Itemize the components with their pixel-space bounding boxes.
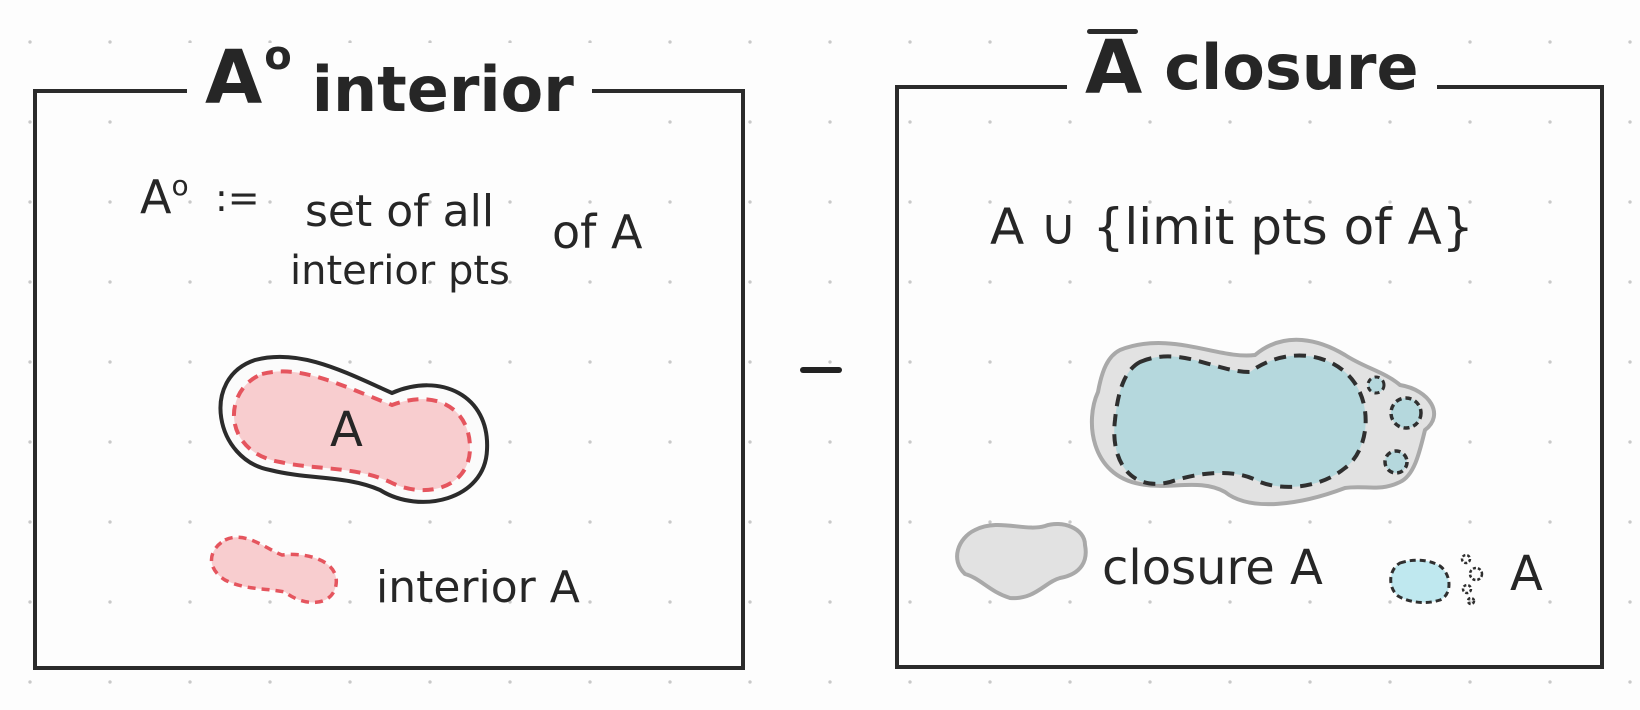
closure-panel: A closure [895,29,1604,669]
set-a-legend-swatch [1389,558,1451,605]
legend-limit-dot-3 [1461,583,1473,595]
closure-set-a [1112,353,1368,489]
closure-symbol: A [1085,25,1143,111]
legend-limit-dot-2 [1468,566,1484,582]
definition-suffix: of A [552,205,643,259]
closure-definition: A ∪ {limit pts of A} [990,198,1474,256]
minus-operator [800,367,842,373]
set-a-legend-label: A [1510,546,1543,602]
interior-title-text: interior [311,53,574,126]
interior-legend-swatch [209,535,338,605]
limit-point-small [1366,375,1386,395]
limit-point-medium [1389,396,1423,430]
closure-overbar [1087,29,1139,34]
legend-limit-dot-4 [1466,596,1476,606]
interior-definition-symbol: Ao [140,169,189,224]
interior-panel: Ao interior [33,33,745,670]
interior-superscript: o [264,33,292,79]
definition-operator: := [215,176,260,220]
interior-panel-title: Ao interior [187,33,592,126]
closure-panel-title: A closure [1067,25,1437,111]
interior-region [231,369,473,493]
closure-title-text: closure [1164,31,1419,104]
definition-line-2: interior pts [290,248,510,294]
interior-symbol: Ao [205,33,292,121]
interior-definition-superscript: o [171,169,189,202]
set-a-label: A [330,402,363,458]
interior-legend-label: interior A [376,562,580,613]
closure-legend-label: closure A [1102,540,1323,596]
definition-line-1: set of all [305,186,495,237]
closure-legend-swatch [955,522,1088,601]
legend-limit-dot-1 [1460,553,1472,565]
limit-point-lower [1383,449,1409,475]
